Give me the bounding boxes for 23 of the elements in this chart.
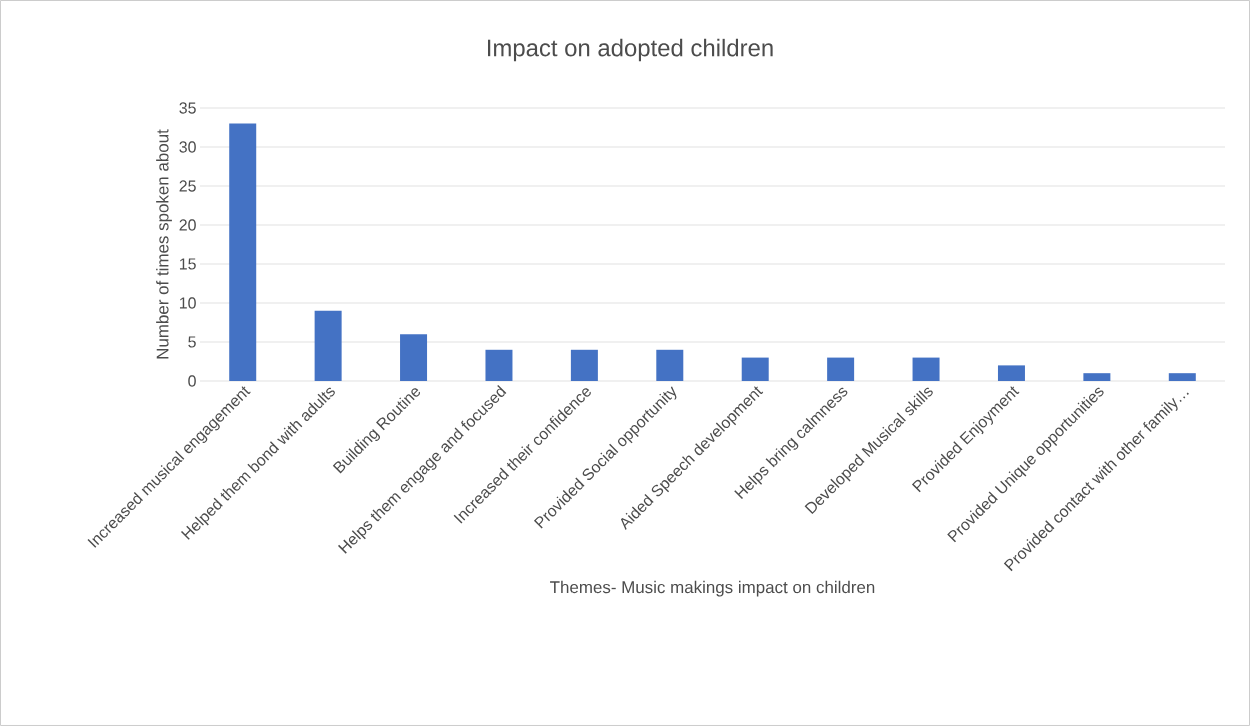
bar [1083,373,1111,381]
bar [314,310,342,381]
x-axis-title: Themes- Music makings impact on children [550,580,875,597]
y-tick-label: 0 [188,375,196,387]
y-tick-label: 5 [188,336,196,348]
bar [570,349,598,381]
y-tick-label: 30 [179,141,196,153]
y-tick-label: 10 [179,297,196,309]
y-tick-label: 35 [179,102,196,114]
y-tick-label: 15 [179,258,196,270]
bar [400,334,428,381]
bar [912,357,940,381]
bar [656,349,684,381]
chart-title: Impact on adopted children [487,38,773,62]
bar [485,349,513,381]
y-axis-title: Number of times spoken about [156,129,172,359]
bar [827,357,855,381]
bar [229,123,257,381]
y-tick-label: 20 [179,219,196,231]
y-tick-label: 25 [179,180,196,192]
bar [997,365,1025,381]
bar [741,357,769,381]
bar [1168,373,1196,381]
